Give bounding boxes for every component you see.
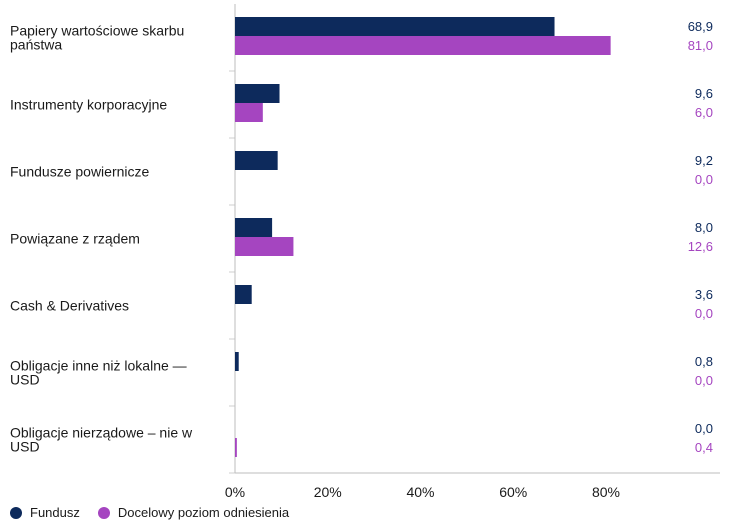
value-label-fundusz: 8,0 [695,220,713,235]
category-label: Powiązane z rządem [10,231,140,247]
x-tick-label: 0% [225,484,245,500]
value-label-fundusz: 9,6 [695,86,713,101]
category-label: Fundusze powiernicze [10,164,150,180]
bar-fundusz [235,151,278,170]
legend: Fundusz Docelowy poziom odniesienia [10,505,307,520]
value-label-benchmark: 12,6 [688,239,713,254]
value-label-fundusz: 0,0 [695,421,713,436]
legend-item-benchmark: Docelowy poziom odniesienia [97,505,290,520]
category-label: Obligacje nierządowe – nie w [10,425,193,441]
value-label-fundusz: 3,6 [695,287,713,302]
legend-label-benchmark: Docelowy poziom odniesienia [117,505,290,520]
legend-swatch-fundusz [10,506,22,519]
x-tick-label: 40% [406,484,434,500]
value-label-benchmark: 0,0 [695,172,713,187]
category-label: Obligacje inne niż lokalne — [10,358,187,374]
bar-benchmark [235,237,294,256]
legend-swatch-benchmark [97,506,110,519]
value-label-fundusz: 68,9 [688,19,713,34]
category-label: Papiery wartościowe skarbu [10,23,184,39]
bar-fundusz [235,285,252,304]
bar-benchmark [235,36,611,55]
category-label: USD [10,372,40,388]
value-label-benchmark: 0,0 [695,373,713,388]
legend-item-fundusz: Fundusz [10,505,80,520]
category-label: Instrumenty korporacyjne [10,97,167,113]
value-label-benchmark: 6,0 [695,105,713,120]
value-label-fundusz: 9,2 [695,153,713,168]
bar-fundusz [235,218,273,237]
bar-benchmark [235,103,263,122]
value-label-benchmark: 0,0 [695,306,713,321]
bar-benchmark [235,438,237,457]
x-tick-label: 80% [592,484,620,500]
legend-label-fundusz: Fundusz [30,505,80,520]
bar-fundusz [235,352,239,371]
bar-fundusz [235,84,280,103]
x-tick-label: 20% [314,484,342,500]
x-tick-label: 60% [499,484,527,500]
value-label-benchmark: 0,4 [695,440,713,455]
category-label: USD [10,439,40,455]
category-label: państwa [10,37,62,53]
category-label: Cash & Derivatives [10,298,129,314]
bar-fundusz [235,17,555,36]
value-label-fundusz: 0,8 [695,354,713,369]
value-label-benchmark: 81,0 [688,38,713,53]
